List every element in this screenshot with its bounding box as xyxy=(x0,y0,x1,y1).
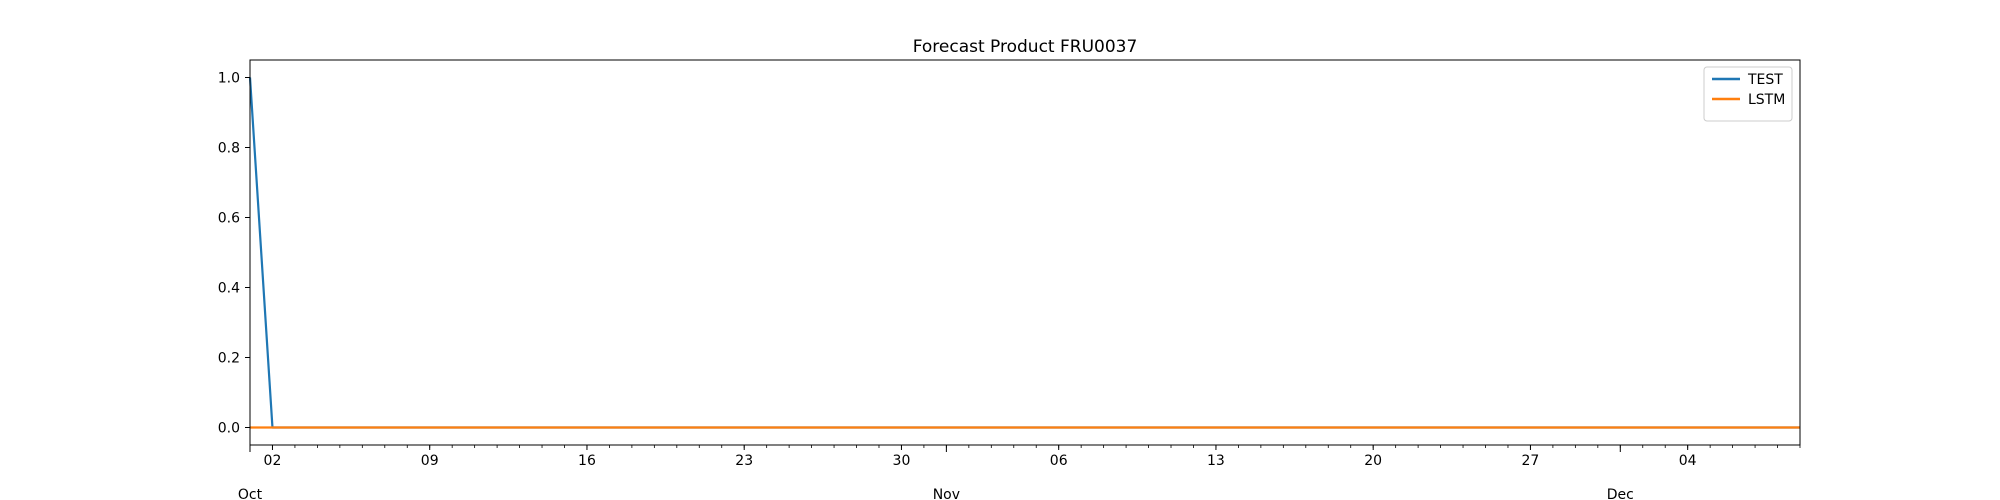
x-tick-label: 13 xyxy=(1207,453,1225,469)
y-tick-label: 0.8 xyxy=(218,141,240,157)
series-line-test xyxy=(248,77,1800,429)
x-month-label: Dec xyxy=(1607,487,1634,500)
x-month-label: Oct xyxy=(238,487,263,500)
x-axis: 02 09 16 23 30 06 13 20 27 04 Oct Nov Dec xyxy=(238,445,1801,500)
chart-title: Forecast Product FRU0037 xyxy=(913,37,1138,57)
plot-series xyxy=(248,77,1800,429)
x-month-label: Nov xyxy=(933,487,960,500)
x-tick-label: 02 xyxy=(264,453,282,469)
legend-label-lstm: LSTM xyxy=(1748,92,1785,108)
x-tick-label: 06 xyxy=(1050,453,1068,469)
legend: TEST LSTM xyxy=(1703,66,1793,122)
x-tick-label: 30 xyxy=(893,453,911,469)
y-axis: 0.0 0.2 0.4 0.6 0.8 1.0 xyxy=(218,71,250,437)
y-tick-label: 0.2 xyxy=(218,351,240,367)
y-tick-label: 0.4 xyxy=(218,281,240,297)
x-tick-label: 09 xyxy=(421,453,439,469)
x-tick-label: 27 xyxy=(1522,453,1540,469)
legend-box xyxy=(1703,66,1793,122)
x-tick-label: 20 xyxy=(1364,453,1382,469)
x-tick-label: 04 xyxy=(1679,453,1697,469)
x-tick-label: 23 xyxy=(735,453,753,469)
y-tick-label: 0.6 xyxy=(218,211,240,227)
y-tick-label: 0.0 xyxy=(218,421,240,437)
x-tick-label: 16 xyxy=(578,453,596,469)
y-tick-label: 1.0 xyxy=(218,71,240,87)
plot-frame xyxy=(249,59,1801,446)
legend-label-test: TEST xyxy=(1747,72,1783,88)
